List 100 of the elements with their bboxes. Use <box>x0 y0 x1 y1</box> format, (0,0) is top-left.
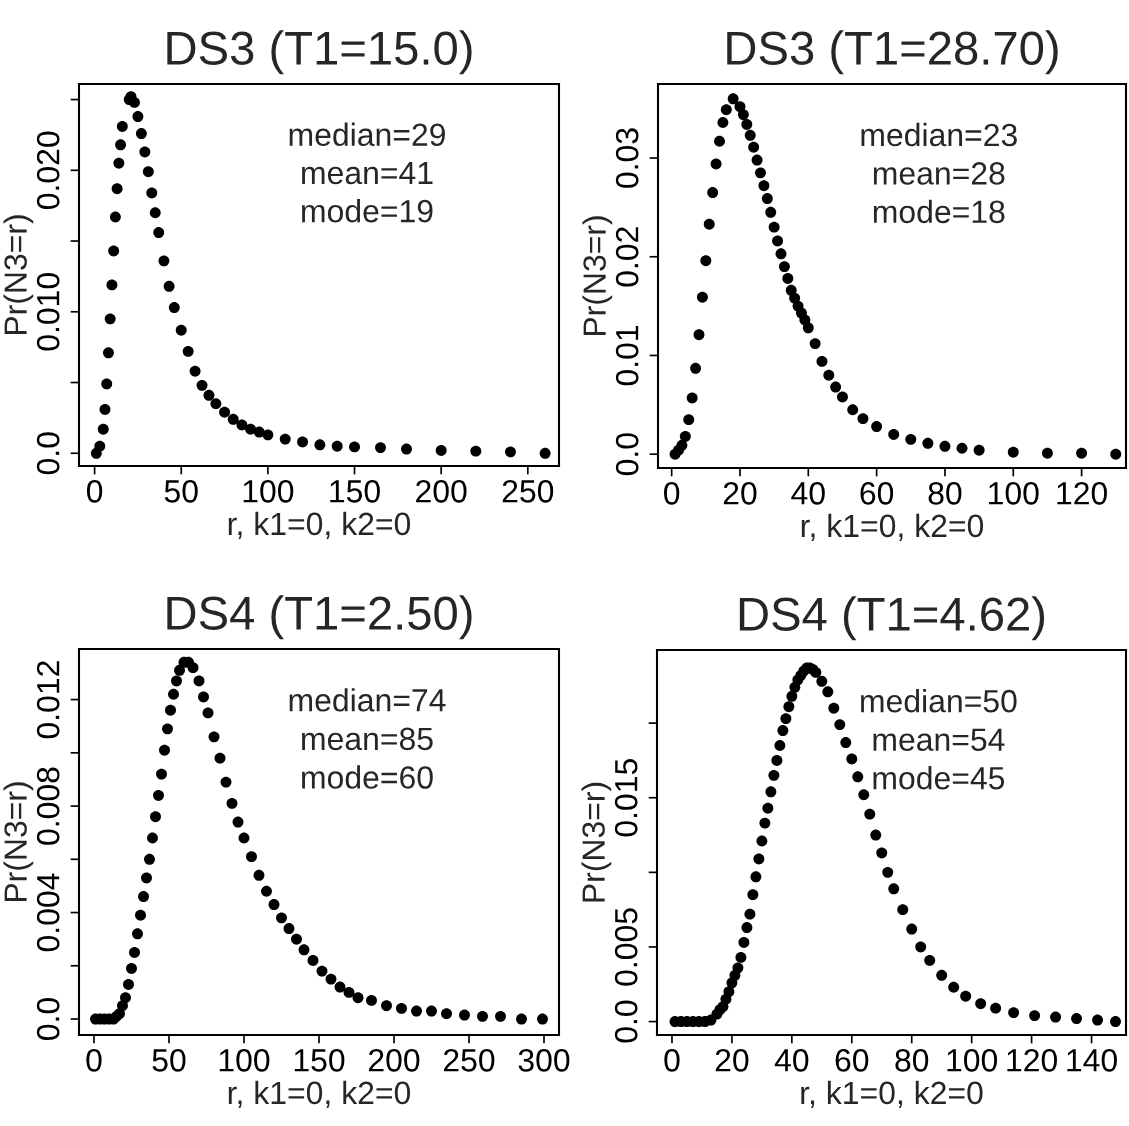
annotation: mean=85 <box>302 727 433 751</box>
point <box>146 187 158 199</box>
point <box>717 117 729 128</box>
x-tick-label: 50 <box>164 480 198 503</box>
point <box>830 381 842 393</box>
x-axis-title: r, k1=0, k2=0 <box>801 513 984 541</box>
chart-title: DS3 (T1=15.0) <box>167 30 472 75</box>
point <box>116 120 128 132</box>
x-tick-label: 120 <box>1057 482 1107 505</box>
point <box>768 221 780 233</box>
x-tick-label: 150 <box>294 1049 345 1072</box>
x-axis-title: r, k1=0, k2=0 <box>228 1080 411 1108</box>
point <box>163 280 175 292</box>
point <box>748 141 760 153</box>
point <box>94 440 106 452</box>
y-axis-title: Pr(N3=r) <box>581 782 612 902</box>
point <box>744 129 756 141</box>
point <box>115 139 127 151</box>
point <box>686 392 698 404</box>
point <box>128 96 140 108</box>
point <box>401 443 412 455</box>
point <box>679 430 691 442</box>
point <box>227 413 239 425</box>
point <box>279 433 291 445</box>
y-tick-label: 0.012 <box>36 661 60 739</box>
x-tick-label: 60 <box>835 1049 869 1072</box>
point <box>132 111 144 123</box>
x-tick-label: 250 <box>443 1049 495 1072</box>
point <box>109 211 121 223</box>
point <box>737 109 749 121</box>
point <box>888 428 900 440</box>
x-tick-label: 300 <box>518 1049 570 1072</box>
point <box>939 440 951 452</box>
point <box>142 166 154 178</box>
y-tick-label: 0.03 <box>615 128 639 188</box>
point <box>973 444 985 456</box>
x-tick-label: 20 <box>723 482 757 505</box>
point <box>158 255 170 267</box>
point <box>922 437 934 449</box>
point <box>700 255 712 267</box>
point <box>539 447 551 459</box>
point <box>149 207 161 219</box>
y-tick-label: 0.0 <box>614 1000 638 1043</box>
point <box>847 404 859 416</box>
x-tick-label: 0 <box>86 480 103 503</box>
x-tick-label: 200 <box>416 480 467 503</box>
x-tick-label: 150 <box>330 480 380 503</box>
point <box>435 444 447 456</box>
point <box>696 291 708 303</box>
annotation: mean=54 <box>873 728 1005 751</box>
x-tick-label: 140 <box>1067 1049 1117 1072</box>
x-tick-label: 250 <box>502 480 554 503</box>
point <box>775 248 787 260</box>
point <box>751 154 763 166</box>
point <box>189 365 201 377</box>
point <box>761 193 773 204</box>
point <box>905 433 917 445</box>
point <box>104 313 116 325</box>
x-tick-label: 60 <box>860 482 894 505</box>
point <box>765 206 777 218</box>
point <box>99 403 111 415</box>
y-tick-label: 0.0 <box>36 998 60 1040</box>
x-tick-label: 50 <box>152 1049 186 1072</box>
annotation: mode=19 <box>302 198 433 223</box>
point <box>314 439 326 451</box>
point <box>219 406 231 418</box>
point <box>755 167 766 179</box>
point <box>741 119 753 130</box>
point <box>956 442 968 454</box>
point <box>714 135 725 147</box>
point <box>101 378 113 390</box>
point <box>210 398 222 410</box>
annotation: mode=60 <box>302 765 433 789</box>
point <box>245 423 257 435</box>
point <box>1076 447 1088 459</box>
annotation: median=23 <box>861 122 1017 147</box>
y-tick-label: 0.010 <box>36 273 60 351</box>
point <box>108 245 120 257</box>
point <box>236 419 248 431</box>
x-tick-label: 40 <box>774 1049 809 1072</box>
point <box>703 218 715 230</box>
point <box>823 369 835 381</box>
annotation: mean=28 <box>873 162 1005 185</box>
point <box>683 414 695 426</box>
annotation: median=74 <box>289 688 446 712</box>
x-tick-label: 0 <box>664 482 680 505</box>
point <box>297 436 309 448</box>
point <box>772 235 784 247</box>
chart-title: DS4 (T1=4.62) <box>739 596 1045 641</box>
point <box>97 423 109 435</box>
point <box>139 146 151 158</box>
x-tick-label: 100 <box>219 1049 270 1072</box>
point <box>707 187 719 199</box>
point <box>782 273 794 284</box>
y-tick-label: 0.02 <box>615 227 639 287</box>
point <box>331 440 343 452</box>
x-axis-title: r, k1=0, k2=0 <box>228 511 411 539</box>
y-tick-label: 0.008 <box>36 767 60 845</box>
annotation: median=50 <box>861 689 1017 713</box>
point <box>153 227 165 239</box>
